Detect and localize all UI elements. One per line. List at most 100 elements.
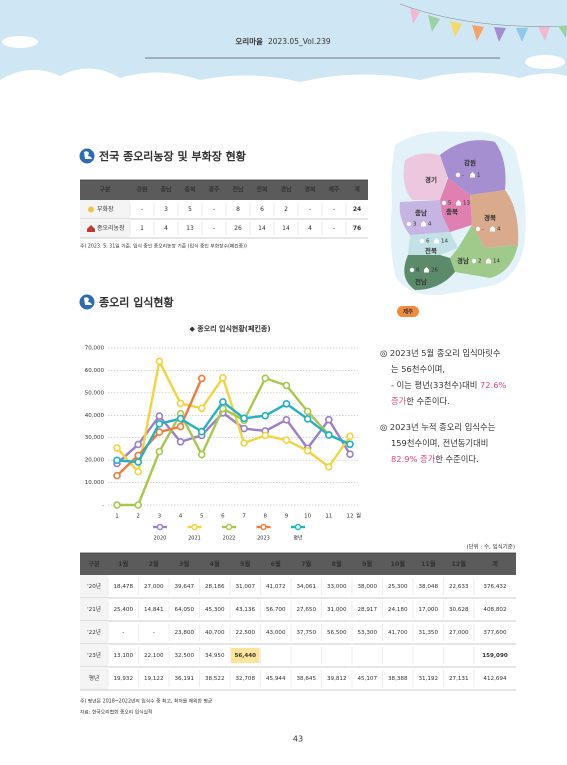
body-text: 82.9% 증가 bbox=[391, 454, 436, 464]
point bbox=[261, 431, 270, 440]
cell: 56,700 bbox=[266, 607, 286, 613]
legend-point bbox=[156, 523, 164, 531]
cell: 13,100 bbox=[113, 653, 133, 659]
point bbox=[176, 437, 185, 446]
point bbox=[155, 447, 164, 456]
point bbox=[282, 436, 291, 444]
point bbox=[325, 463, 333, 471]
cell: 22,100 bbox=[144, 653, 164, 659]
region-name: 충남 bbox=[415, 208, 427, 217]
cell: 38,048 bbox=[418, 584, 438, 590]
cell: 38,645 bbox=[296, 676, 316, 682]
cell: 27,000 bbox=[449, 630, 469, 636]
cell: 31,000 bbox=[327, 607, 347, 613]
hatchery-count: - bbox=[482, 227, 484, 233]
point bbox=[261, 411, 270, 420]
cell: - bbox=[141, 206, 143, 213]
point bbox=[134, 458, 142, 466]
cell: 27,650 bbox=[296, 607, 316, 613]
hatchery-icon bbox=[441, 200, 447, 206]
hatchery-count: - bbox=[462, 173, 464, 179]
row-icon bbox=[88, 206, 94, 213]
point bbox=[155, 428, 164, 436]
body-line: 증가한 수준이다. bbox=[391, 396, 450, 406]
hatchery-count: 5 bbox=[448, 201, 452, 207]
cell: 4 bbox=[308, 225, 312, 232]
cell: 56,500 bbox=[327, 630, 347, 636]
point bbox=[197, 450, 206, 459]
column-header: 1월 bbox=[118, 559, 128, 568]
y-tick-label: - bbox=[102, 503, 104, 509]
row-label: 평년 bbox=[89, 674, 99, 682]
point bbox=[155, 412, 164, 420]
column-header: 충북 bbox=[184, 186, 196, 194]
point bbox=[303, 407, 312, 416]
row-label: '22년 bbox=[87, 628, 101, 636]
x-tick-label: 8 bbox=[264, 514, 268, 520]
cell: 39,647 bbox=[174, 584, 194, 590]
section-heading: 종오리 입식현황 bbox=[99, 295, 174, 309]
body-line: 82.9% 증가한 수준이다. bbox=[391, 454, 479, 464]
column-header: 강원 bbox=[136, 186, 147, 194]
cell: 43,000 bbox=[266, 630, 286, 636]
column-header: 전남 bbox=[232, 186, 244, 194]
cell: 17,000 bbox=[418, 607, 438, 613]
x-tick-label: 7 bbox=[242, 514, 246, 520]
row-icon bbox=[87, 225, 95, 232]
cell: 27,000 bbox=[144, 584, 164, 590]
column-header: 11월 bbox=[421, 559, 436, 568]
cell: 41,700 bbox=[388, 630, 408, 636]
cell: 40,700 bbox=[205, 630, 225, 636]
point bbox=[325, 415, 333, 424]
hatchery-icon bbox=[471, 258, 477, 264]
body-text: 159천수이며, 전년동기대비 bbox=[391, 438, 488, 448]
hatchery-count: 2 bbox=[478, 259, 482, 265]
cell: 19,122 bbox=[144, 676, 164, 682]
section-heading: 전국 종오리농장 및 부화장 현황 bbox=[99, 149, 246, 163]
cell: 408,802 bbox=[483, 607, 506, 613]
column-header: 제주 bbox=[328, 186, 340, 194]
region-name: 경남 bbox=[457, 256, 469, 265]
cell: 376,432 bbox=[483, 584, 506, 590]
cell: 14 bbox=[258, 225, 266, 232]
y-tick-label: 50,000 bbox=[85, 390, 105, 396]
point bbox=[240, 424, 248, 433]
cell: 25,300 bbox=[388, 584, 408, 590]
body-text: 는 56천수이며, bbox=[391, 364, 445, 374]
point bbox=[303, 446, 312, 455]
column-header: 7월 bbox=[301, 559, 311, 568]
x-tick-label: 10 bbox=[304, 514, 311, 520]
highlight-cell bbox=[231, 648, 260, 663]
point bbox=[176, 399, 185, 408]
region-name: 경기 bbox=[425, 175, 437, 184]
point bbox=[197, 404, 206, 413]
cell: 19,932 bbox=[113, 676, 133, 682]
point bbox=[325, 431, 333, 439]
body-line: 는 56천수이며, bbox=[391, 364, 445, 374]
cell: - bbox=[213, 225, 215, 232]
point bbox=[282, 400, 291, 408]
point bbox=[219, 398, 227, 406]
point bbox=[219, 374, 227, 382]
farm-icon bbox=[434, 238, 439, 244]
column-header: 충남 bbox=[160, 186, 172, 194]
cell: 45,107 bbox=[357, 676, 377, 682]
issue: 2023.05_Vol.239 bbox=[268, 37, 331, 46]
cell: 5 bbox=[188, 206, 192, 213]
bunting bbox=[399, 3, 567, 42]
cell: 36,191 bbox=[174, 676, 194, 682]
body-text: ◎ 2023년 5월 종오리 입식마릿수 bbox=[380, 348, 501, 358]
duck-icon bbox=[84, 151, 92, 159]
series-line bbox=[117, 377, 351, 507]
cell: 4 bbox=[164, 225, 168, 232]
cell: 31,007 bbox=[235, 584, 255, 590]
hatchery-count: 6 bbox=[426, 239, 430, 245]
x-tick-label: 2 bbox=[136, 514, 140, 520]
point bbox=[346, 440, 354, 448]
cell: 34,950 bbox=[205, 653, 225, 659]
cell: 6 bbox=[260, 206, 264, 213]
region-name: 강원 bbox=[464, 158, 476, 167]
cell: 33,000 bbox=[327, 584, 347, 590]
body-text: - 이는 평년(33천수)대비 bbox=[391, 380, 480, 390]
